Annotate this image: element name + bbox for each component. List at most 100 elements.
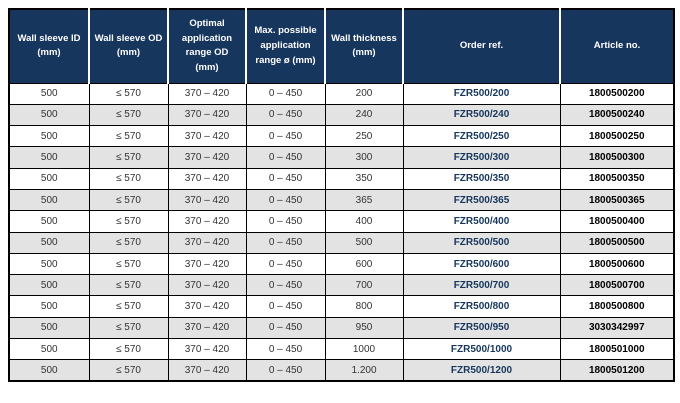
column-header-wall-sleeve-od: Wall sleeve OD (mm)	[88, 9, 168, 84]
cell-order-ref: FZR500/500	[402, 231, 561, 254]
product-table-container: Wall sleeve ID (mm) Wall sleeve OD (mm) Op…	[8, 8, 675, 383]
cell-optimal-application-range-od: 370 – 420	[167, 231, 247, 254]
cell-wall-thickness: 800	[324, 295, 404, 318]
cell-article-no: 1800500800	[559, 295, 675, 318]
cell-article-no: 1800500200	[559, 82, 675, 105]
column-header-wall-sleeve-id: Wall sleeve ID (mm)	[9, 9, 89, 84]
cell-wall-thickness: 300	[324, 146, 404, 169]
cell-article-no: 1800500600	[559, 252, 675, 276]
cell-wall-thickness: 1000	[324, 338, 404, 361]
cell-order-ref: FZR500/400	[402, 210, 561, 233]
cell-wall-sleeve-od: ≤ 570	[88, 210, 169, 233]
cell-max-possible-application-range: 0 – 450	[245, 125, 326, 148]
cell-optimal-application-range-od: 370 – 420	[167, 359, 247, 382]
column-header-wall-thickness: Wall thickness (mm)	[324, 9, 403, 84]
cell-wall-sleeve-od: ≤ 570	[88, 125, 169, 148]
cell-optimal-application-range-od: 370 – 420	[167, 210, 247, 233]
cell-article-no: 1800500500	[559, 231, 675, 254]
cell-order-ref: FZR500/950	[402, 316, 561, 340]
cell-wall-sleeve-id: 500	[8, 103, 90, 127]
cell-order-ref: FZR500/700	[402, 274, 561, 297]
cell-optimal-application-range-od: 370 – 420	[167, 316, 247, 340]
cell-order-ref: FZR500/200	[402, 82, 561, 105]
cell-wall-sleeve-od: ≤ 570	[88, 146, 169, 169]
table-row: 500 ≤ 570 370 – 420 0 – 450 250 FZR500/250 180…	[8, 125, 675, 148]
cell-max-possible-application-range: 0 – 450	[245, 338, 326, 361]
cell-optimal-application-range-od: 370 – 420	[167, 188, 247, 212]
cell-wall-sleeve-od: ≤ 570	[88, 359, 169, 382]
cell-wall-sleeve-od: ≤ 570	[88, 103, 169, 127]
cell-article-no: 1800500700	[559, 274, 675, 297]
cell-optimal-application-range-od: 370 – 420	[167, 295, 247, 318]
cell-optimal-application-range-od: 370 – 420	[167, 82, 247, 105]
cell-wall-thickness: 250	[324, 125, 404, 148]
cell-wall-sleeve-id: 500	[8, 188, 90, 212]
cell-wall-thickness: 350	[324, 167, 404, 190]
cell-max-possible-application-range: 0 – 450	[245, 210, 326, 233]
cell-wall-thickness: 950	[324, 316, 404, 340]
cell-order-ref: FZR500/365	[402, 188, 561, 212]
cell-wall-thickness: 1.200	[324, 359, 404, 382]
cell-wall-sleeve-od: ≤ 570	[88, 274, 169, 297]
cell-order-ref: FZR500/350	[402, 167, 561, 190]
cell-wall-sleeve-od: ≤ 570	[88, 252, 169, 276]
cell-wall-sleeve-id: 500	[8, 316, 90, 340]
table-row: 500 ≤ 570 370 – 420 0 – 450 350 FZR500/350 180…	[8, 167, 675, 190]
cell-wall-thickness: 400	[324, 210, 404, 233]
cell-max-possible-application-range: 0 – 450	[245, 359, 326, 382]
cell-max-possible-application-range: 0 – 450	[245, 252, 326, 276]
cell-wall-sleeve-id: 500	[8, 125, 90, 148]
table-row: 500 ≤ 570 370 – 420 0 – 450 600 FZR500/600 180…	[8, 252, 675, 276]
cell-wall-sleeve-id: 500	[8, 338, 90, 361]
cell-wall-sleeve-od: ≤ 570	[88, 82, 169, 105]
table-row: 500 ≤ 570 370 – 420 0 – 450 240 FZR500/240 180…	[8, 103, 675, 127]
cell-article-no: 1800500300	[559, 146, 675, 169]
cell-wall-sleeve-id: 500	[8, 231, 90, 254]
cell-wall-thickness: 500	[324, 231, 404, 254]
cell-optimal-application-range-od: 370 – 420	[167, 146, 247, 169]
cell-wall-sleeve-id: 500	[8, 295, 90, 318]
cell-article-no: 1800500240	[559, 103, 675, 127]
cell-max-possible-application-range: 0 – 450	[245, 103, 326, 127]
cell-wall-thickness: 600	[324, 252, 404, 276]
cell-wall-sleeve-od: ≤ 570	[88, 167, 169, 190]
table-header-row: Wall sleeve ID (mm) Wall sleeve OD (mm) Op…	[9, 9, 674, 84]
cell-wall-sleeve-id: 500	[8, 210, 90, 233]
table-row: 500 ≤ 570 370 – 420 0 – 450 950 FZR500/950 303…	[8, 316, 675, 340]
cell-article-no: 1800501000	[559, 338, 675, 361]
cell-order-ref: FZR500/1200	[402, 359, 561, 382]
table-row: 500 ≤ 570 370 – 420 0 – 450 500 FZR500/500 180…	[8, 231, 675, 254]
cell-wall-thickness: 240	[324, 103, 404, 127]
cell-wall-sleeve-id: 500	[8, 274, 90, 297]
cell-wall-sleeve-id: 500	[8, 82, 90, 105]
column-header-optimal-application-range-od: Optimal application range OD (mm)	[167, 9, 246, 84]
cell-order-ref: FZR500/1000	[402, 338, 561, 361]
product-table: Wall sleeve ID (mm) Wall sleeve OD (mm) Op…	[8, 8, 675, 383]
table-row: 500 ≤ 570 370 – 420 0 – 450 1.200 FZR500/1200…	[8, 359, 675, 382]
cell-max-possible-application-range: 0 – 450	[245, 188, 326, 212]
table-row: 500 ≤ 570 370 – 420 0 – 450 200 FZR500/200 180…	[8, 82, 675, 105]
cell-optimal-application-range-od: 370 – 420	[167, 103, 247, 127]
cell-optimal-application-range-od: 370 – 420	[167, 167, 247, 190]
cell-max-possible-application-range: 0 – 450	[245, 316, 326, 340]
table-row: 500 ≤ 570 370 – 420 0 – 450 700 FZR500/700 180…	[8, 274, 675, 297]
cell-wall-sleeve-id: 500	[8, 167, 90, 190]
cell-wall-sleeve-id: 500	[8, 359, 90, 382]
table-row: 500 ≤ 570 370 – 420 0 – 450 400 FZR500/400 180…	[8, 210, 675, 233]
cell-order-ref: FZR500/240	[402, 103, 561, 127]
cell-max-possible-application-range: 0 – 450	[245, 167, 326, 190]
cell-optimal-application-range-od: 370 – 420	[167, 274, 247, 297]
cell-order-ref: FZR500/300	[402, 146, 561, 169]
table-row: 500 ≤ 570 370 – 420 0 – 450 800 FZR500/800 180…	[8, 295, 675, 318]
cell-max-possible-application-range: 0 – 450	[245, 146, 326, 169]
column-header-order-ref: Order ref.	[402, 9, 560, 84]
cell-article-no: 1800500350	[559, 167, 675, 190]
cell-order-ref: FZR500/600	[402, 252, 561, 276]
cell-wall-thickness: 700	[324, 274, 404, 297]
table-row: 500 ≤ 570 370 – 420 0 – 450 300 FZR500/300 180…	[8, 146, 675, 169]
cell-wall-sleeve-id: 500	[8, 146, 90, 169]
cell-article-no: 3030342997	[559, 316, 675, 340]
column-header-article-no: Article no.	[559, 9, 674, 84]
cell-wall-sleeve-od: ≤ 570	[88, 338, 169, 361]
column-header-max-possible-application-range: Max. possible application range ø (mm)	[245, 9, 325, 84]
